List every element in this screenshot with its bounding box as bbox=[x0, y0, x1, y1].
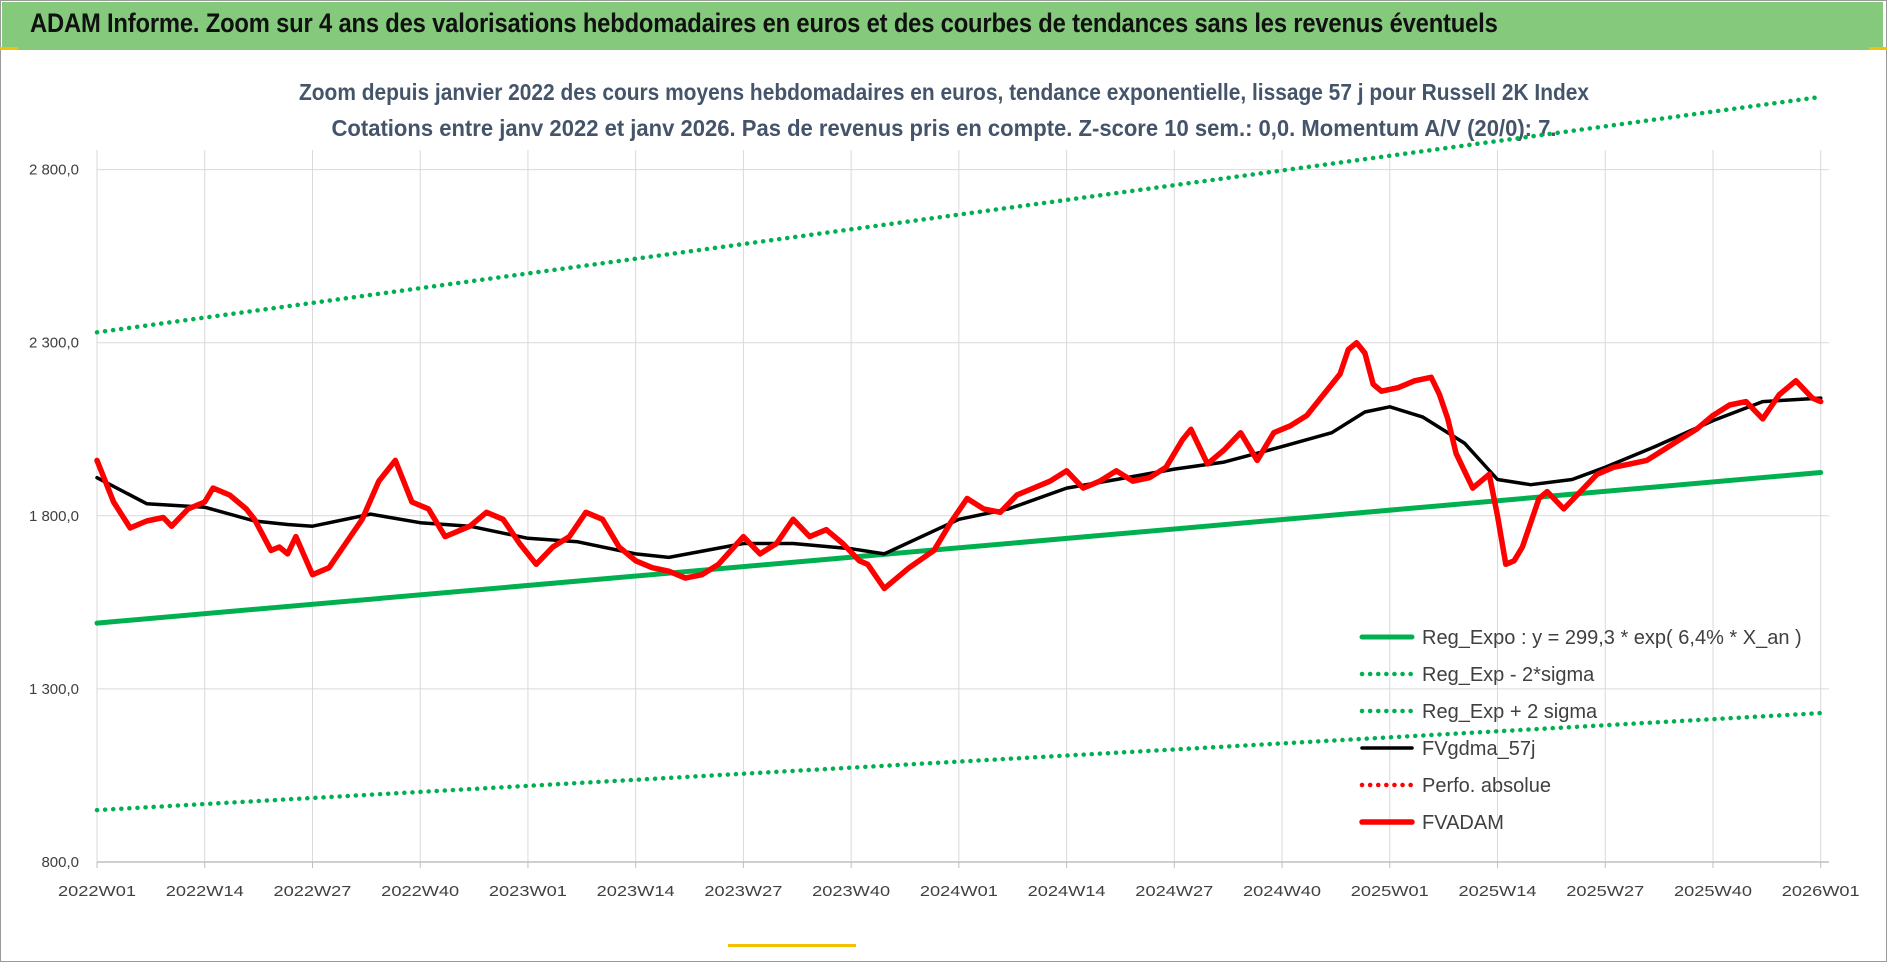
series-line-4 bbox=[95, 396, 1823, 560]
legend-label: Reg_Exp - 2*sigma bbox=[1422, 664, 1595, 686]
x-tick-label: 2024W14 bbox=[1028, 883, 1106, 900]
legend-label: FVADAM bbox=[1422, 812, 1504, 834]
y-tick-label: 800,0 bbox=[41, 854, 79, 871]
corner-accent bbox=[0, 47, 18, 50]
x-tick-label: 2023W01 bbox=[489, 883, 567, 900]
x-tick-label: 2026W01 bbox=[1782, 883, 1860, 900]
x-tick-label: 2022W40 bbox=[381, 883, 459, 900]
x-tick-label: 2022W27 bbox=[273, 883, 351, 900]
legend: Reg_Expo : y = 299,3 * exp( 6,4% * X_an … bbox=[1359, 627, 1802, 834]
report-title: ADAM Informe. Zoom sur 4 ans des valoris… bbox=[30, 8, 1498, 38]
x-axis: 2022W01 2022W14 2022W27 2022W40 2023W01 2023W… bbox=[58, 861, 1860, 900]
x-tick-label: 2025W01 bbox=[1351, 883, 1429, 900]
header-banner: ADAM Informe. Zoom sur 4 ans des valoris… bbox=[2, 2, 1883, 50]
y-tick-label: 2 800,0 bbox=[29, 162, 79, 179]
chart-title: Zoom depuis janvier 2022 des cours moyen… bbox=[299, 79, 1589, 105]
x-tick-label: 2025W14 bbox=[1459, 883, 1537, 900]
legend-label: Perfo. absolue bbox=[1422, 775, 1551, 797]
legend-label: Reg_Exp + 2 sigma bbox=[1422, 701, 1598, 723]
legend-label: Reg_Expo : y = 299,3 * exp( 6,4% * X_an … bbox=[1422, 627, 1802, 649]
legend-label: FVgdma_57j bbox=[1422, 738, 1535, 760]
plot-area bbox=[94, 94, 1824, 813]
chart-subtitle: Cotations entre janv 2022 et janv 2026. … bbox=[332, 115, 1557, 141]
series-line-3 bbox=[94, 94, 1823, 335]
series-line-6 bbox=[94, 339, 1824, 592]
y-tick-label: 1 800,0 bbox=[29, 508, 79, 525]
x-tick-label: 2022W01 bbox=[58, 883, 136, 900]
x-tick-label: 2025W27 bbox=[1566, 883, 1644, 900]
corner-accent bbox=[1869, 47, 1887, 50]
x-tick-label: 2023W14 bbox=[597, 883, 675, 900]
x-tick-label: 2023W40 bbox=[812, 883, 890, 900]
x-tick-label: 2024W01 bbox=[920, 883, 998, 900]
corner-accent bbox=[728, 944, 856, 947]
x-tick-label: 2025W40 bbox=[1674, 883, 1752, 900]
y-tick-label: 1 300,0 bbox=[29, 681, 79, 698]
y-tick-label: 2 300,0 bbox=[29, 335, 79, 352]
x-tick-label: 2023W27 bbox=[704, 883, 782, 900]
series-line-1 bbox=[94, 470, 1824, 626]
x-tick-label: 2024W40 bbox=[1243, 883, 1321, 900]
x-tick-label: 2024W27 bbox=[1135, 883, 1213, 900]
x-tick-label: 2022W14 bbox=[166, 883, 244, 900]
y-axis: 800,0 1 300,0 1 800,0 2 300,0 2 800,0 bbox=[29, 162, 79, 871]
